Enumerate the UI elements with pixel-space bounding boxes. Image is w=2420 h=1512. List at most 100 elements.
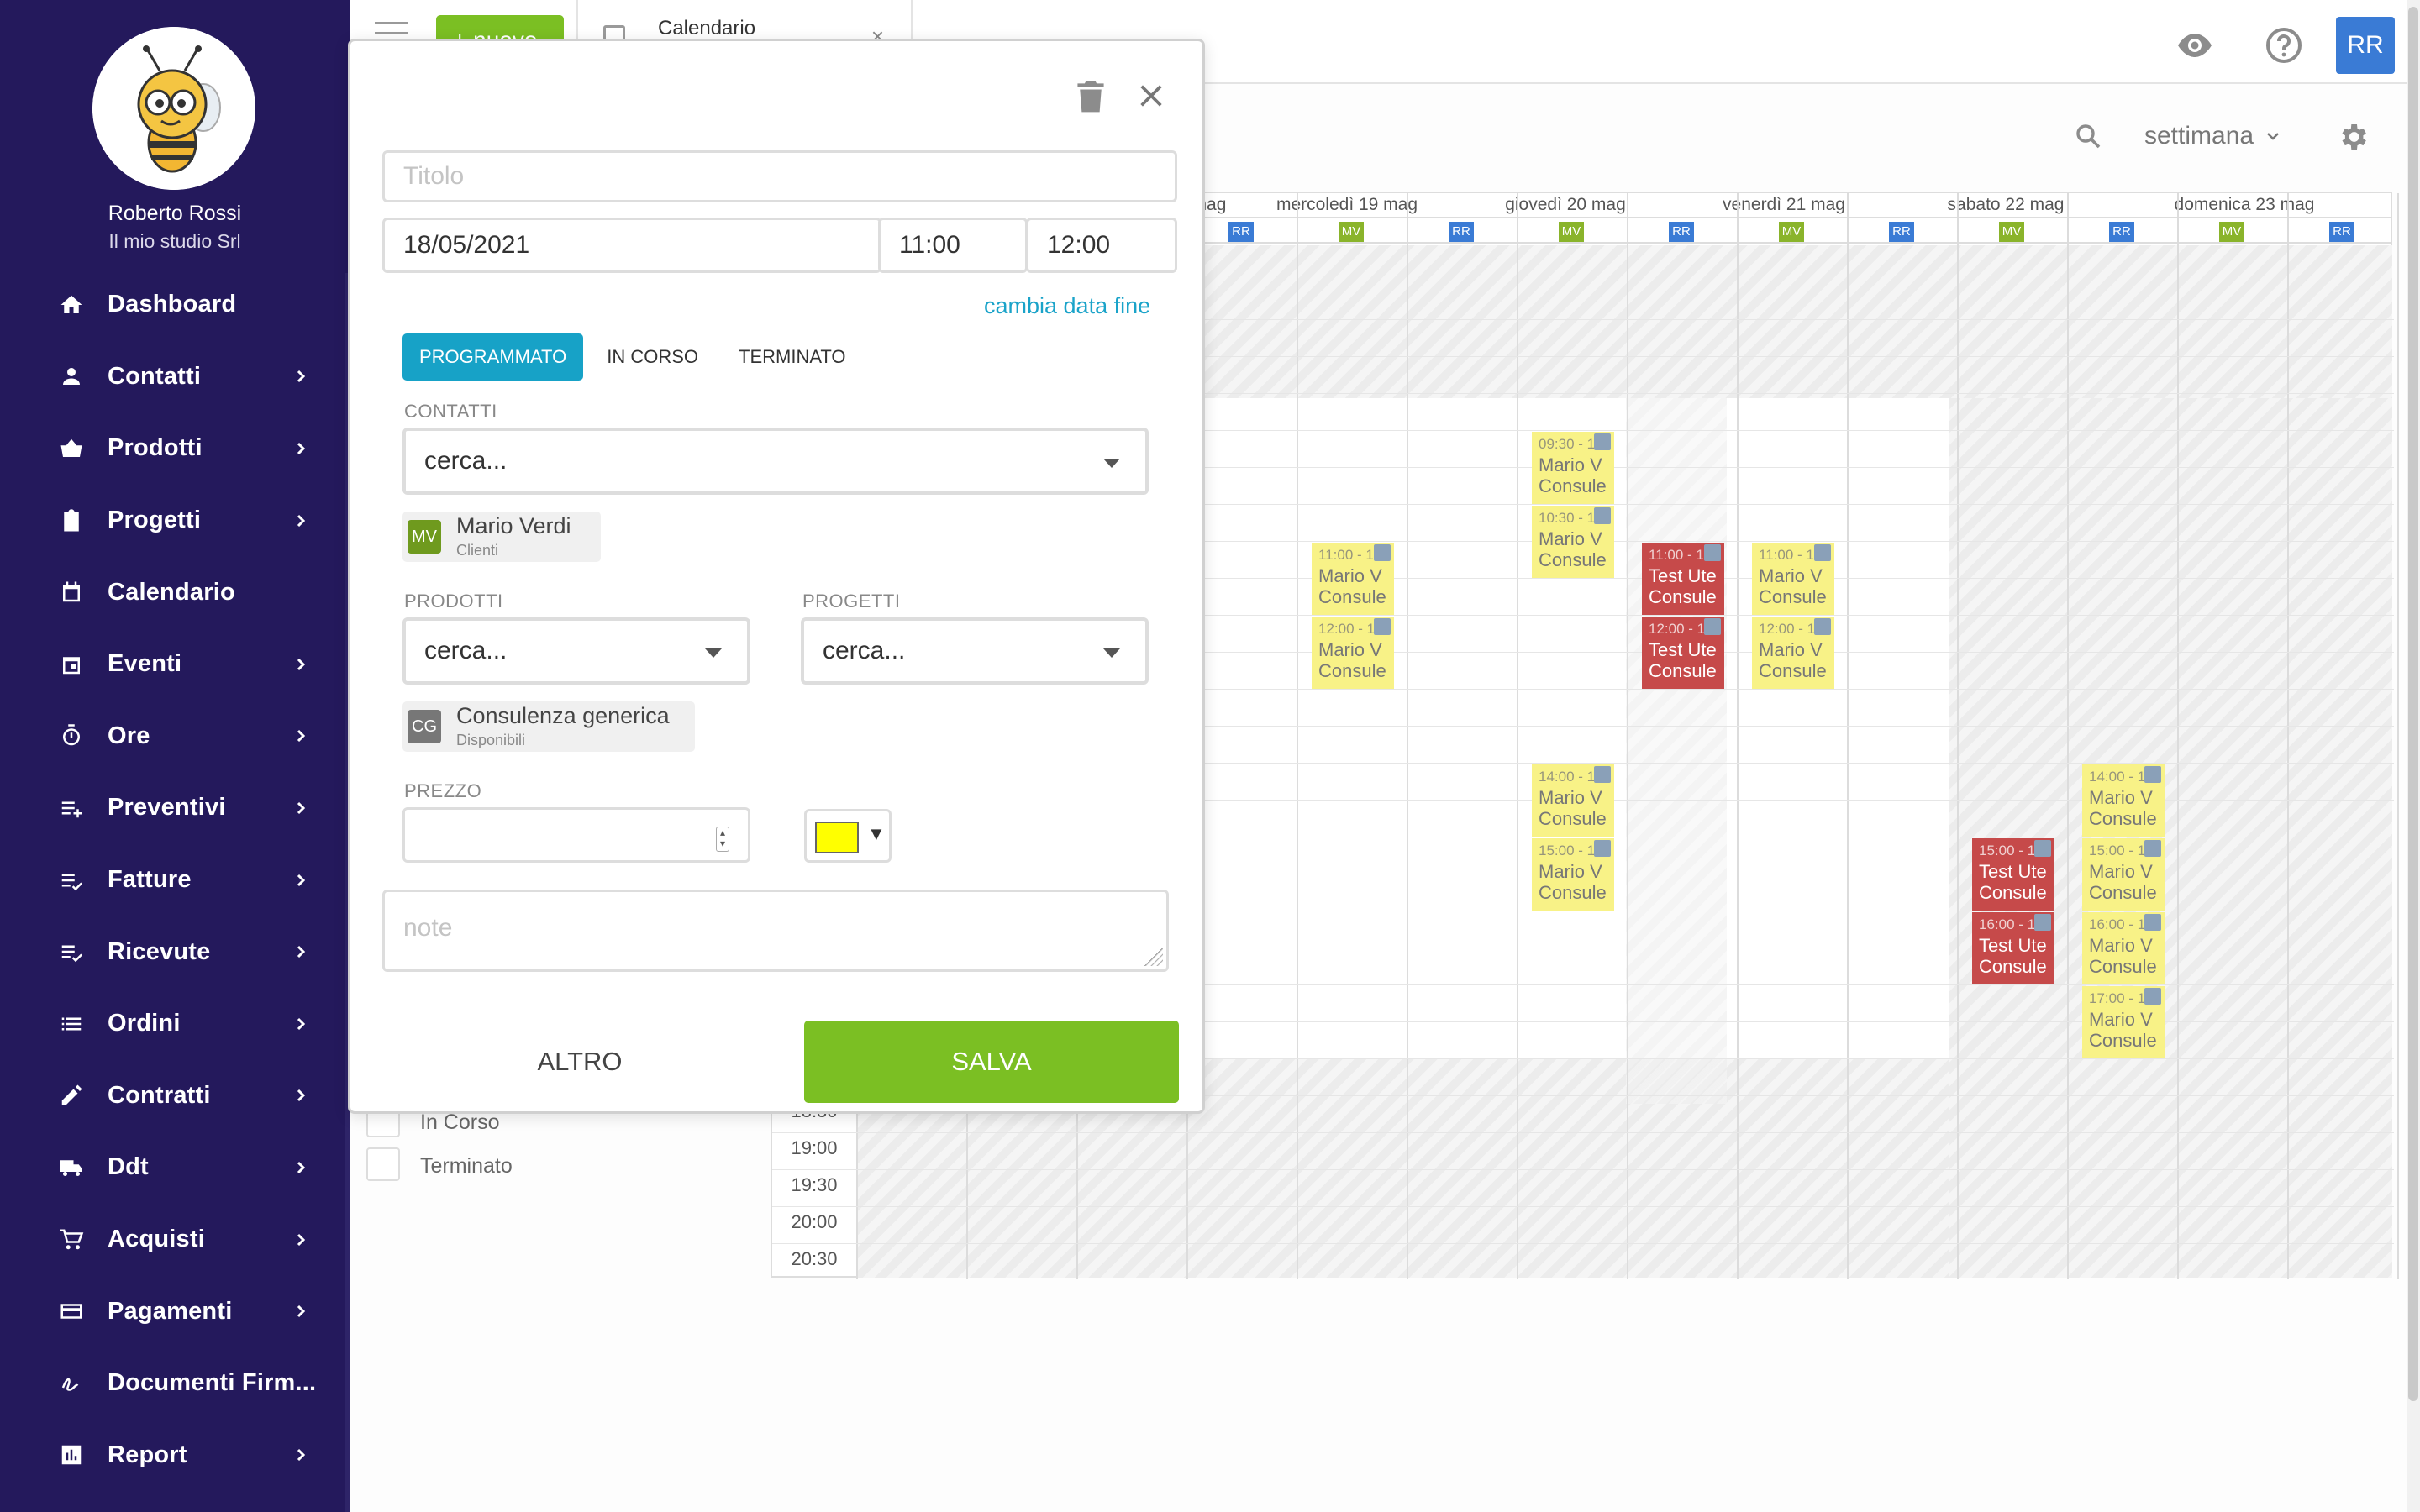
chevron-right-icon: [292, 872, 309, 889]
eye-icon[interactable]: [2175, 25, 2215, 66]
close-icon[interactable]: [1137, 81, 1165, 110]
other-button[interactable]: ALTRO: [537, 1047, 623, 1076]
calendar-event[interactable]: 10:30 - 1 Mario V Consule: [1532, 506, 1614, 578]
calendar-event[interactable]: 11:00 - 1 Mario V Consule: [1312, 543, 1394, 615]
event-subtitle: Consule: [1318, 660, 1386, 681]
save-button[interactable]: SALVA: [804, 1021, 1179, 1103]
gear-icon[interactable]: [2336, 120, 2370, 154]
grid-column-line: [2287, 193, 2289, 1279]
sidebar-item-contatti[interactable]: Contatti: [0, 341, 350, 413]
status-tab-terminato[interactable]: TERMINATO: [739, 346, 846, 367]
user-tag-rr: RR: [1889, 222, 1914, 242]
resize-grip-icon[interactable]: [1144, 948, 1163, 966]
sidebar-item-ddt[interactable]: Ddt: [0, 1131, 350, 1204]
calendar-event[interactable]: 09:30 - 1 Mario V Consule: [1532, 432, 1614, 504]
tab-calendario[interactable]: Calendario ×: [576, 0, 913, 67]
contact-chip-type: Clienti: [456, 542, 499, 559]
contacts-search-select[interactable]: cerca...: [402, 428, 1149, 495]
event-subtitle: Consule: [2089, 882, 2157, 903]
event-time: 11:00 - 12: [1649, 547, 1712, 563]
user-tag-mv: MV: [1779, 222, 1804, 242]
notes-textarea[interactable]: note: [382, 890, 1169, 972]
sidebar-item-report[interactable]: Report: [0, 1420, 350, 1492]
projects-search-select[interactable]: cerca...: [801, 617, 1149, 685]
user-tag-mv: MV: [1999, 222, 2024, 242]
help-icon[interactable]: [2264, 25, 2304, 66]
calendar-event[interactable]: 12:00 - 1 Test Ute Consule: [1642, 617, 1724, 689]
calendar-event[interactable]: 17:00 - 1 Mario V Consule: [2082, 986, 2165, 1058]
start-date-input[interactable]: 18/05/2021: [382, 218, 881, 273]
calendar-event[interactable]: 12:00 - 1 Mario V Consule: [1752, 617, 1834, 689]
event-color-picker[interactable]: ▼: [804, 809, 892, 863]
sidebar-item-label: Ordini: [108, 1010, 181, 1037]
event-title: Mario V: [2089, 1009, 2153, 1030]
title-input[interactable]: Titolo: [382, 150, 1177, 202]
calendar-event[interactable]: 15:00 - 1 Test Ute Consule: [1972, 838, 2054, 911]
products-search-select[interactable]: cerca...: [402, 617, 750, 685]
sidebar-item-ore[interactable]: Ore: [0, 701, 350, 773]
sidebar-item-contratti[interactable]: Contratti: [0, 1060, 350, 1132]
event-time: 15:00 - 1: [2089, 843, 2146, 858]
notes-placeholder: note: [403, 914, 453, 942]
user-avatar-button[interactable]: RR: [2336, 17, 2395, 74]
sidebar-item-documenti-firmati[interactable]: Documenti Firm...: [0, 1347, 350, 1420]
calendar-event[interactable]: 11:00 - 12 Test Ute Consule: [1642, 543, 1724, 615]
calendar-event[interactable]: 14:00 - 1 Mario V Consule: [2082, 764, 2165, 837]
start-time-input[interactable]: 11:00: [878, 218, 1028, 273]
product-chip[interactable]: CG Consulenza generica Disponibili: [402, 701, 695, 752]
price-input[interactable]: ▴ ▾: [402, 807, 750, 863]
product-chip-name: Consulenza generica: [456, 703, 670, 728]
page-scrollbar[interactable]: [2407, 0, 2420, 1512]
calendar-event[interactable]: 16:00 - 1 Test Ute Consule: [1972, 912, 2054, 984]
status-tab-in-corso[interactable]: IN CORSO: [607, 346, 698, 367]
person-icon: [57, 362, 86, 391]
time-label: 20:30: [791, 1248, 838, 1269]
grid-row-line: [772, 319, 2394, 320]
grid-row-line: [772, 393, 2394, 394]
event-corner-icon: [1704, 544, 1721, 561]
chevron-right-icon: [292, 656, 309, 673]
checkbox[interactable]: [366, 1147, 400, 1181]
grid-row-line: [772, 578, 2394, 579]
end-time-input[interactable]: 12:00: [1026, 218, 1177, 273]
calendar-event[interactable]: 12:00 - 1 Mario V Consule: [1312, 617, 1394, 689]
calendar-view-select[interactable]: settimana: [2144, 122, 2281, 150]
trash-icon[interactable]: [1076, 80, 1105, 113]
sidebar-item-dashboard[interactable]: Dashboard: [0, 269, 350, 341]
contact-chip[interactable]: MV Mario Verdi Clienti: [402, 512, 601, 562]
calendar-event[interactable]: 11:00 - 1 Mario V Consule: [1752, 543, 1834, 615]
change-end-date-link[interactable]: cambia data fine: [984, 293, 1151, 318]
event-subtitle: Consule: [2089, 808, 2157, 829]
sidebar-item-eventi[interactable]: Eventi: [0, 628, 350, 701]
sidebar-item-label: Acquisti: [108, 1226, 205, 1253]
sidebar-item-progetti[interactable]: Progetti: [0, 485, 350, 557]
sidebar-item-prodotti[interactable]: Prodotti: [0, 412, 350, 485]
sidebar-item-ordini[interactable]: Ordini: [0, 988, 350, 1060]
sidebar-item-ricevute[interactable]: Ricevute: [0, 916, 350, 988]
calendar-event[interactable]: 16:00 - 1 Mario V Consule: [2082, 912, 2165, 984]
calendar-event[interactable]: 15:00 - 1 Mario V Consule: [2082, 838, 2165, 911]
event-subtitle: Consule: [1649, 660, 1717, 681]
sidebar-item-acquisti[interactable]: Acquisti: [0, 1204, 350, 1276]
calendar-event[interactable]: 14:00 - 1 Mario V Consule: [1532, 764, 1614, 837]
number-spinner-icon[interactable]: ▴ ▾: [716, 827, 729, 852]
event-time: 15:00 - 1: [1539, 843, 1596, 858]
user-tag-rr: RR: [1228, 222, 1254, 242]
sidebar-item-fatture[interactable]: Fatture: [0, 844, 350, 916]
event-title: Mario V: [1539, 787, 1602, 808]
sidebar-item-preventivi[interactable]: Preventivi: [0, 772, 350, 844]
event-subtitle: Consule: [1979, 956, 2047, 977]
sidebar-scrollbar[interactable]: [345, 273, 350, 1512]
grid-column-line: [1407, 193, 1408, 1279]
sidebar-item-pagamenti[interactable]: Pagamenti: [0, 1275, 350, 1347]
sidebar-item-calendario[interactable]: Calendario: [0, 556, 350, 628]
status-tab-programmato[interactable]: PROGRAMMATO: [402, 333, 584, 381]
search-icon[interactable]: [2074, 122, 2102, 150]
user-avatar[interactable]: [92, 27, 255, 190]
sidebar-item-label: Contratti: [108, 1081, 211, 1109]
grid-row-line: [772, 1169, 2394, 1170]
grid-row-line: [772, 984, 2394, 985]
calendar-event[interactable]: 15:00 - 1 Mario V Consule: [1532, 838, 1614, 911]
chevron-right-icon: [292, 1303, 309, 1320]
sidebar-item-label: Report: [108, 1441, 187, 1468]
